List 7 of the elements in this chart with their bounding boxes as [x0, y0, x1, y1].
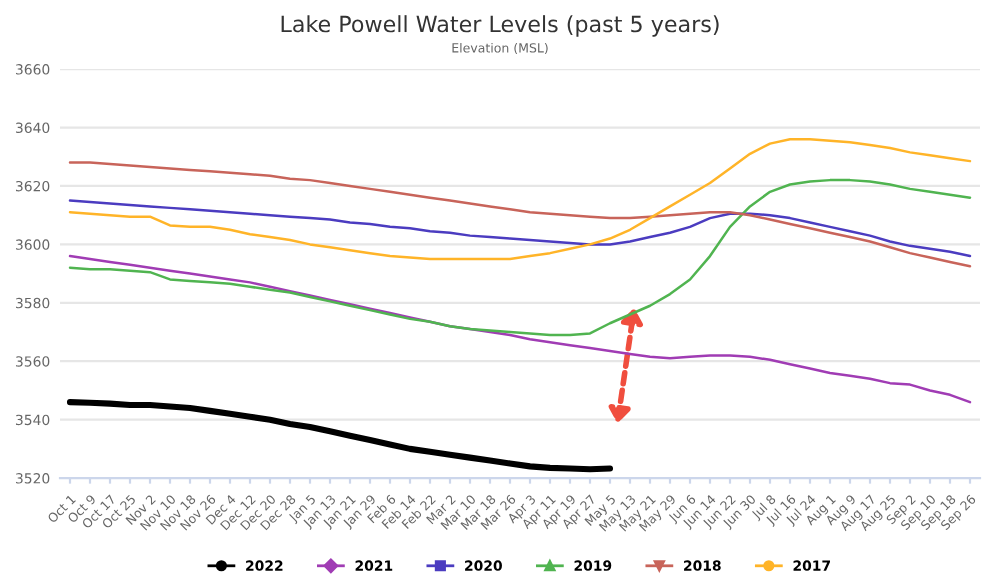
line-series: [66, 399, 614, 473]
line-series: [68, 161, 972, 268]
line-series: [68, 254, 972, 404]
line-series: [68, 178, 972, 337]
line-series: [68, 199, 972, 258]
line-series: [68, 137, 972, 261]
chart-title: Lake Powell Water Levels (past 5 years): [281, 15, 719, 37]
